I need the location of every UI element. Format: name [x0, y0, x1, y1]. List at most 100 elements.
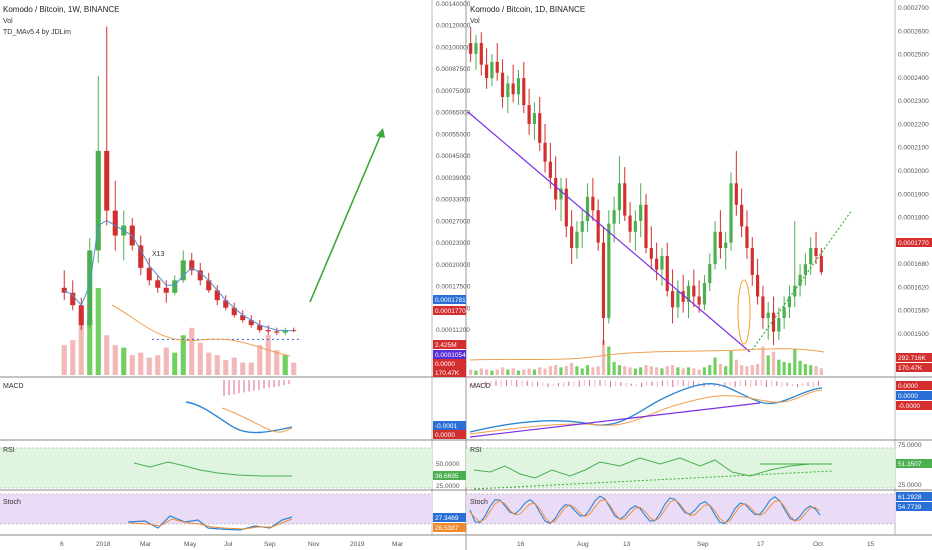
right-candle-body — [527, 105, 531, 124]
right-macd-badge-bg — [896, 381, 932, 390]
left-volume-bar — [78, 312, 84, 375]
left-volume-bar — [112, 345, 118, 375]
left-volume-bar — [104, 335, 110, 375]
left-candle-body — [189, 260, 195, 271]
right-volume-bar — [485, 369, 489, 375]
left-price-badge: 0.0001781 — [435, 297, 466, 304]
right-x-tick: 16 — [517, 541, 525, 548]
right-volume-bar — [814, 366, 818, 375]
right-rsi-band — [466, 448, 895, 488]
right-volume-bar — [793, 348, 797, 375]
left-volume-bar — [172, 352, 178, 375]
left-volume-bar — [223, 360, 229, 375]
right-volume-bar — [623, 366, 627, 375]
right-candle-body — [750, 247, 754, 275]
right-volume-bar — [655, 367, 659, 375]
right-price-tick: 0.0002200 — [898, 121, 929, 128]
right-candle-body — [745, 226, 749, 248]
left-x-tick: 6 — [60, 541, 64, 548]
right-macd-badge: 0.0000 — [898, 393, 918, 400]
left-target-arrow — [309, 131, 383, 303]
left-candle-body — [197, 270, 203, 281]
right-macd-label: MACD — [470, 383, 491, 390]
right-macd-trendline — [469, 402, 761, 438]
right-price-tick: 0.0001800 — [898, 215, 929, 222]
left-indicator-label: TD_MAv5.4 by JDLim — [3, 29, 71, 36]
left-candle-body — [240, 315, 246, 321]
left-volume-bar — [214, 355, 220, 375]
right-volume-bar — [809, 365, 813, 375]
right-stoch-badge: 61.2928 — [898, 494, 922, 501]
right-highlight-ellipse — [737, 279, 751, 345]
left-vol-badge-bg — [433, 359, 466, 368]
left-volume-bar — [95, 288, 101, 375]
left-price-tick: 0.00065000 — [436, 110, 471, 117]
right-volume-bar — [771, 352, 776, 375]
right-volume-bar — [639, 367, 643, 375]
right-uptrend-dots — [751, 209, 853, 351]
left-candle-body — [112, 210, 118, 236]
left-candle-body — [231, 307, 237, 316]
left-volume-ma — [111, 304, 291, 357]
left-volume-bar — [129, 355, 135, 375]
right-candle-body — [708, 264, 712, 284]
right-volume-bar — [575, 366, 579, 375]
right-candle-body — [724, 242, 728, 248]
right-volume-bar — [506, 369, 510, 375]
right-volume-bar — [469, 369, 473, 375]
left-volume-bar — [163, 347, 169, 375]
left-volume-bar — [180, 335, 186, 375]
left-macd-badge: -0.0001 — [435, 423, 457, 430]
right-volume-bar — [495, 369, 499, 375]
right-rsi-badge-bg — [896, 459, 932, 468]
right-volume-bar — [702, 367, 707, 375]
right-volume-bar — [601, 340, 606, 375]
right-volume-bar — [803, 364, 807, 375]
left-stoch-badge: 26.5387 — [435, 525, 459, 532]
right-volume-bar — [745, 366, 749, 375]
left-volume-bar — [231, 357, 237, 375]
right-candle-body — [612, 210, 616, 224]
right-volume-bar — [585, 365, 590, 375]
left-ma-line — [63, 219, 294, 332]
right-candle-body — [771, 312, 776, 332]
right-volume-bar — [777, 359, 781, 375]
right-rsi-tick: 75.0000 — [898, 442, 922, 449]
left-stoch-badge-bg — [433, 513, 466, 522]
right-volume-bar — [665, 366, 669, 375]
right-volume-bar — [798, 360, 802, 375]
left-volume-bar — [146, 357, 152, 375]
right-candle-body — [607, 223, 611, 319]
right-candle-body — [522, 78, 526, 106]
right-price-badge-bg — [896, 238, 932, 247]
right-volume-bar — [628, 367, 632, 375]
left-vol-label: Vol — [3, 18, 13, 25]
right-macd-line — [469, 383, 823, 433]
left-candle-body — [180, 260, 186, 281]
right-candle-body — [713, 231, 717, 265]
right-candle-body — [809, 247, 813, 265]
left-volume-bar — [265, 335, 271, 375]
right-chart-title: Komodo / Bitcoin, 1D, BINANCE — [470, 5, 585, 14]
right-candle-body — [639, 204, 643, 222]
right-stoch-band — [466, 494, 895, 524]
right-candle-body — [479, 43, 483, 65]
right-candle-body — [740, 204, 744, 227]
right-volume-ma — [469, 348, 825, 361]
right-volume-bar — [511, 368, 515, 375]
right-price-tick: 0.0002600 — [898, 28, 929, 35]
left-x-tick: May — [184, 541, 197, 548]
right-candle-body — [755, 274, 760, 297]
right-rsi-badge: 51.3507 — [898, 461, 922, 468]
right-volume-bar — [570, 362, 574, 375]
left-rsi-badge: 38.6695 — [435, 473, 459, 480]
left-candle-body — [70, 292, 76, 306]
right-volume-bar — [649, 366, 653, 375]
left-price-tick: 0.00020000 — [436, 262, 471, 269]
left-candle-body — [87, 250, 93, 326]
right-volume-bar — [479, 368, 483, 375]
left-x-tick: 2019 — [350, 541, 365, 548]
left-macd-badge: 0.0000 — [435, 432, 455, 439]
right-vol-badge-bg — [896, 353, 932, 362]
right-volume-bar — [686, 367, 691, 375]
